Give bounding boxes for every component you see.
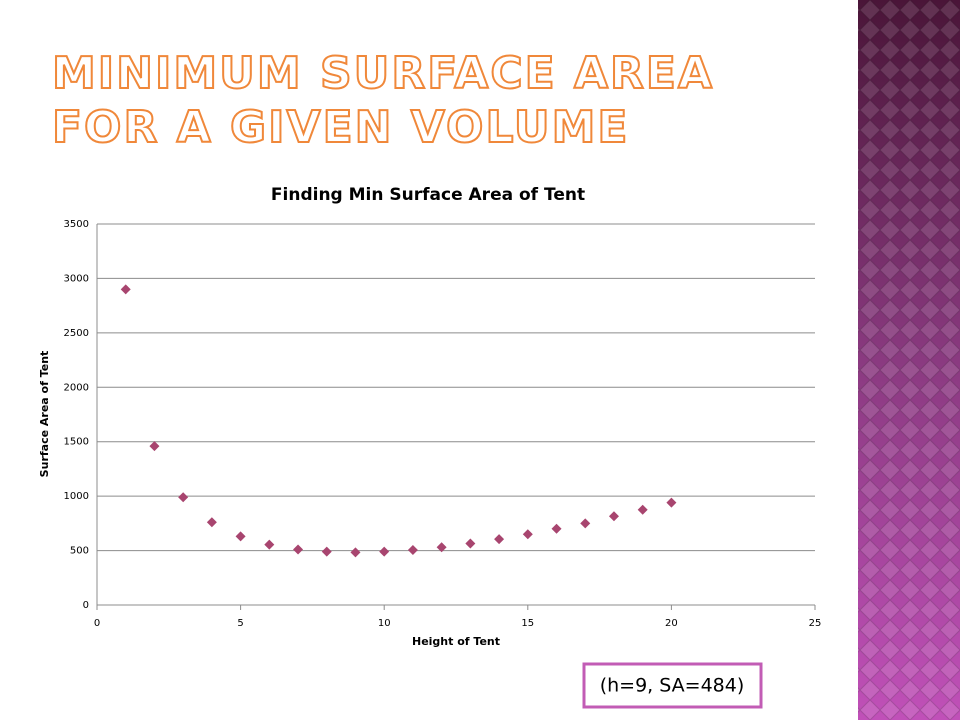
point [666,497,677,508]
point [264,539,275,550]
point [350,547,361,558]
y-tick-label: 2500 [64,328,89,339]
chart-title: Finding Min Surface Area of Tent [271,185,585,205]
point [551,523,562,534]
point [465,538,476,549]
x-tick-label: 10 [378,618,391,629]
x-tick-label: 15 [521,618,534,629]
point [608,511,619,522]
point [149,441,160,452]
side-pattern [858,0,960,720]
point [494,534,505,545]
annotation: (h=9, SA=484) [600,675,745,697]
y-tick-label: 3000 [64,273,89,284]
point [407,545,418,556]
y-tick-label: 3500 [64,219,89,230]
point [580,518,591,529]
point [120,284,131,295]
point [379,546,390,557]
point [235,531,246,542]
point [637,504,648,515]
y-tick-label: 500 [70,546,89,557]
slide-title: FOR A GIVEN VOLUME [52,102,630,153]
x-tick-label: 0 [94,618,100,629]
annotation-box [582,662,763,709]
point [321,546,332,557]
point [436,542,447,553]
x-axis-label: Height of Tent [412,635,500,648]
point [206,517,217,528]
y-tick-label: 2000 [64,382,89,393]
y-tick-label: 1500 [64,437,89,448]
y-tick-label: 1000 [64,491,89,502]
y-axis-label: Surface Area of Tent [38,351,51,478]
x-tick-label: 20 [665,618,678,629]
point [293,544,304,555]
y-tick-label: 0 [83,600,89,611]
x-tick-label: 5 [237,618,243,629]
point [178,492,189,503]
point [522,529,533,540]
x-tick-label: 25 [809,618,822,629]
slide-title: MINIMUM SURFACE AREA [52,48,714,99]
